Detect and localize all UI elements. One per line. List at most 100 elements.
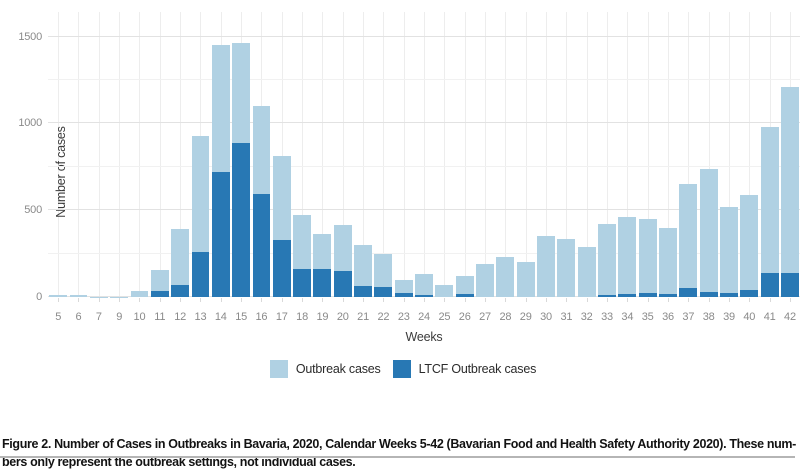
ltcf-bar-week-11 <box>150 290 169 297</box>
outbreak-bar-week-15 <box>232 42 251 297</box>
bar-slot-week-22 <box>373 12 393 297</box>
gridline-x-week-30 <box>546 12 548 297</box>
outbreak-bar-week-42 <box>781 86 799 297</box>
x-tick-mark-week-29 <box>525 298 527 302</box>
gridline-x-week-5 <box>58 12 60 297</box>
outbreak-bar-week-37 <box>679 184 698 297</box>
ltcf-bar-week-33 <box>598 295 616 297</box>
ltcf-bar-week-35 <box>638 292 657 297</box>
ltcf-bar-week-21 <box>354 285 373 297</box>
x-tick-mark-week-36 <box>668 298 669 302</box>
gridline-x-week-35 <box>647 12 649 297</box>
plot-area: Number of cases 0 500 1000 1500 <box>18 12 800 303</box>
outbreak-bar-week-39 <box>720 206 738 297</box>
ltcf-bar-week-15 <box>232 142 251 297</box>
ltcf-bar-week-34 <box>618 294 637 297</box>
x-tick-mark-week-39 <box>728 298 730 302</box>
ltcf-bar-week-14 <box>211 172 230 297</box>
x-tick-mark-week-15 <box>241 298 243 302</box>
x-tick-mark-week-13 <box>200 298 202 302</box>
gridline-y-1000 <box>48 122 800 124</box>
x-tick-label-week-19: 19 <box>312 298 332 323</box>
outbreak-bar-week-38 <box>699 169 718 297</box>
bar-slot-week-37 <box>678 12 698 297</box>
ltcf-outbreak-cases-label: LTCF Outbreak cases <box>418 362 537 376</box>
bar-slot-week-14 <box>211 12 231 297</box>
x-tick-mark-week-27 <box>485 298 487 302</box>
gridline-x-week-32 <box>586 12 588 297</box>
bar-slot-week-5 <box>48 12 68 297</box>
gridline-x-week-27 <box>485 12 487 297</box>
x-tick-mark-week-25 <box>444 298 446 302</box>
outbreak-bar-week-16 <box>252 106 271 297</box>
outbreak-bar-week-36 <box>659 227 677 297</box>
ltcf-bar-week-39 <box>720 292 738 297</box>
bar-slot-week-29 <box>516 12 536 297</box>
x-tick-label-week-36: 36 <box>658 298 678 323</box>
outbreak-bar-week-27 <box>476 264 494 297</box>
gridline-y-750 <box>48 165 800 167</box>
bar-slot-week-25 <box>434 12 454 297</box>
outbreak-bar-week-18 <box>293 215 312 297</box>
y-tick-label-0: 0 <box>36 291 42 303</box>
x-tick-mark-week-33 <box>607 298 609 302</box>
gridline-x-week-7 <box>98 12 100 297</box>
x-tick-mark-week-30 <box>546 298 548 302</box>
gridline-y-1250 <box>48 79 800 80</box>
bar-slot-week-38 <box>699 12 719 297</box>
x-tick-label-week-18: 18 <box>292 298 312 323</box>
gridline-x-week-28 <box>505 12 507 297</box>
bar-slot-week-31 <box>556 12 576 297</box>
x-tick-mark-week-18 <box>302 298 304 302</box>
bar-slot-week-11 <box>150 12 170 297</box>
outbreak-bar-week-13 <box>191 135 210 297</box>
x-tick-mark-week-7 <box>98 298 100 302</box>
x-tick-mark-week-10 <box>139 298 141 302</box>
x-tick-mark-week-26 <box>464 298 466 302</box>
x-tick-label-week-5: 5 <box>48 298 68 323</box>
outbreak-bar-week-41 <box>760 126 779 297</box>
outbreak-bar-week-6 <box>69 295 88 297</box>
x-tick-label-week-20: 20 <box>333 298 353 323</box>
bar-slot-week-30 <box>536 12 556 297</box>
ltcf-bar-week-37 <box>679 288 698 297</box>
ltcf-bar-week-23 <box>394 292 413 297</box>
x-tick-mark-week-42 <box>789 298 791 302</box>
x-tick-label-week-6: 6 <box>68 298 88 323</box>
outbreak-bar-week-10 <box>130 290 149 297</box>
x-tick-label-week-41: 41 <box>759 298 779 323</box>
y-tick-label-500: 500 <box>24 204 42 217</box>
caption-divider-rule <box>0 456 795 458</box>
gridline-x-week-21 <box>363 12 365 297</box>
ltcf-bar-week-19 <box>313 269 332 297</box>
bar-slot-week-27 <box>475 12 495 297</box>
bar-slot-week-34 <box>617 12 637 297</box>
bar-slot-week-20 <box>333 12 353 297</box>
x-tick-mark-week-37 <box>688 298 690 302</box>
y-axis-title: Number of cases <box>54 126 68 218</box>
x-tick-mark-week-32 <box>586 298 588 302</box>
outbreak-bar-week-30 <box>537 236 555 297</box>
bar-slot-week-16 <box>251 12 271 297</box>
legend-item-ltcf-outbreak-cases: LTCF Outbreak cases <box>392 360 537 378</box>
x-tick-label-week-14: 14 <box>211 298 231 323</box>
ltcf-bar-week-36 <box>659 294 677 297</box>
gridline-x-week-6 <box>78 12 80 297</box>
bar-slot-week-33 <box>597 12 617 297</box>
x-tick-label-week-31: 31 <box>556 298 576 323</box>
bar-slot-week-18 <box>292 12 312 297</box>
gridline-x-week-31 <box>566 12 568 297</box>
gridline-x-week-25 <box>444 12 446 297</box>
x-tick-label-week-34: 34 <box>617 298 637 323</box>
x-tick-mark-week-40 <box>749 298 751 302</box>
x-axis-tick-labels: 5 6 7 9 10 11 12 13 14 15 16 17 18 19 20 21 22 23 24 25 26 27… <box>48 298 800 323</box>
x-tick-label-week-12: 12 <box>170 298 190 323</box>
gridline-x-week-24 <box>424 12 426 297</box>
outbreak-bar-week-31 <box>557 238 576 297</box>
x-tick-label-week-32: 32 <box>577 298 597 323</box>
x-tick-mark-week-24 <box>424 298 426 302</box>
ltcf-bar-week-24 <box>415 295 433 297</box>
gridline-x-week-22 <box>383 12 385 297</box>
outbreak-bar-week-20 <box>333 224 352 297</box>
